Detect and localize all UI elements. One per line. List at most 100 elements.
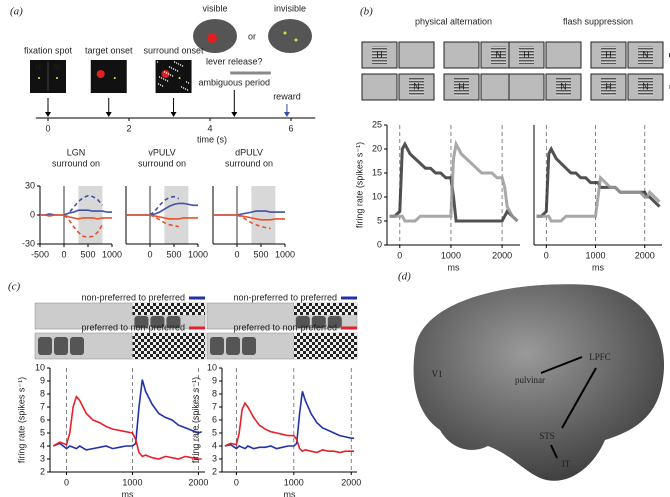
- x-axis-label: ms: [448, 262, 460, 272]
- screen: [90, 60, 127, 93]
- surround-dot: [165, 72, 168, 74]
- y-tick-label: 2: [40, 466, 45, 476]
- y-tick-label: 20: [372, 143, 382, 153]
- x-tick-label: 0: [45, 123, 50, 133]
- grating: [601, 46, 616, 64]
- panel-label: (c): [8, 281, 21, 293]
- grating: [638, 78, 653, 96]
- surround-dot: [156, 61, 159, 63]
- grating: [556, 78, 571, 96]
- x-tick-label: 1000: [122, 477, 142, 487]
- checkerboard: [132, 333, 205, 359]
- surround-dot: [177, 63, 180, 65]
- arrow-head: [105, 112, 112, 117]
- series-line: [40, 209, 112, 216]
- y-tick-label: 8: [212, 388, 217, 398]
- surround-dot: [170, 67, 173, 69]
- surround-dot: [173, 61, 176, 63]
- arrow-head: [283, 112, 290, 117]
- stimulus-letter: H: [605, 81, 612, 91]
- chart-subtitle: surround on: [52, 158, 100, 168]
- x-axis-label: ms: [122, 489, 134, 497]
- y-tick-label: 9: [212, 375, 217, 385]
- surround-dot: [168, 66, 171, 68]
- y-tick-label: 9: [40, 375, 45, 385]
- legend-label: non-preferred to preferred: [233, 292, 337, 302]
- stimulus-letter: N: [495, 49, 502, 59]
- chart-title: vPULV: [148, 147, 175, 157]
- stimulus-frame: [443, 41, 480, 69]
- x-tick-label: -500: [31, 249, 49, 259]
- eye-label: RE: [54, 64, 62, 70]
- thought-cloud: [268, 19, 312, 53]
- cloud-label: invisible: [274, 3, 306, 13]
- y-tick-label: 7: [40, 401, 45, 411]
- arrow-head: [231, 112, 238, 117]
- x-tick-label: 0: [234, 477, 239, 487]
- face-image: [166, 316, 181, 328]
- chart-title: dPULV: [235, 147, 263, 157]
- surround-dot: [171, 75, 174, 77]
- series-line: [63, 214, 104, 239]
- legend-label: preferred to non-preferred: [233, 322, 337, 332]
- y-tick-label: 8: [40, 388, 45, 398]
- x-tick-label: 500: [80, 249, 95, 259]
- face-image: [134, 316, 149, 328]
- x-tick-label: 1000: [586, 250, 606, 260]
- y-axis-label: firing rate (spikes s⁻¹): [190, 377, 200, 463]
- y-tick-label: 5: [212, 427, 217, 437]
- stimulus-letter: H: [605, 49, 612, 59]
- cloud-label: or: [248, 31, 256, 41]
- face-image: [226, 337, 240, 355]
- surround-dot: [174, 69, 177, 71]
- y-tick-label: 10: [207, 362, 217, 372]
- checkerboard: [293, 303, 357, 315]
- eye-label: LE: [36, 64, 43, 70]
- surround-dot: [179, 64, 182, 66]
- surround-dot: [161, 85, 164, 87]
- face-image: [150, 316, 165, 328]
- face-image: [295, 316, 310, 328]
- surround-dot: [163, 71, 166, 73]
- series-line: [149, 195, 180, 216]
- event-label: reward: [273, 91, 301, 101]
- face-image: [54, 337, 68, 355]
- x-tick-label: 2000: [188, 477, 208, 487]
- face-image: [311, 316, 326, 328]
- grating: [638, 46, 653, 64]
- x-axis-label: ms: [284, 489, 296, 497]
- fixation-dot: [38, 77, 40, 79]
- series-line: [213, 214, 285, 221]
- y-tick-label: 4: [212, 440, 217, 450]
- event-label: target onset: [85, 45, 133, 55]
- y-tick-label: 5: [40, 427, 45, 437]
- series-line: [52, 394, 202, 460]
- arrow-head: [45, 112, 51, 117]
- cloud-label: visible: [202, 3, 227, 13]
- surround-dot: [181, 65, 184, 67]
- surround-dot: [158, 76, 161, 78]
- target-dot: [161, 70, 170, 78]
- fixation-dot: [113, 77, 116, 79]
- surround-dot: [182, 87, 185, 89]
- x-tick-label: 1000: [441, 250, 461, 260]
- series-line: [126, 214, 198, 220]
- series-line: [236, 214, 271, 230]
- stimulus-letter: N: [413, 81, 420, 91]
- series-line: [40, 214, 112, 220]
- surround-dot: [186, 89, 189, 91]
- series-line: [389, 139, 519, 223]
- surround-dot: [180, 86, 183, 88]
- stimulus-frame: [545, 41, 582, 69]
- surround-dot: [159, 84, 162, 86]
- x-tick-label: 0: [64, 477, 69, 487]
- panel-label: (d): [398, 271, 411, 283]
- y-tick-label: 4: [40, 440, 45, 450]
- face-image: [38, 337, 52, 355]
- x-tick-label: 0: [234, 249, 239, 259]
- face-image: [327, 316, 342, 328]
- stimulus-letter: H: [458, 81, 465, 91]
- series-line: [224, 391, 355, 450]
- shaded-region: [251, 186, 276, 244]
